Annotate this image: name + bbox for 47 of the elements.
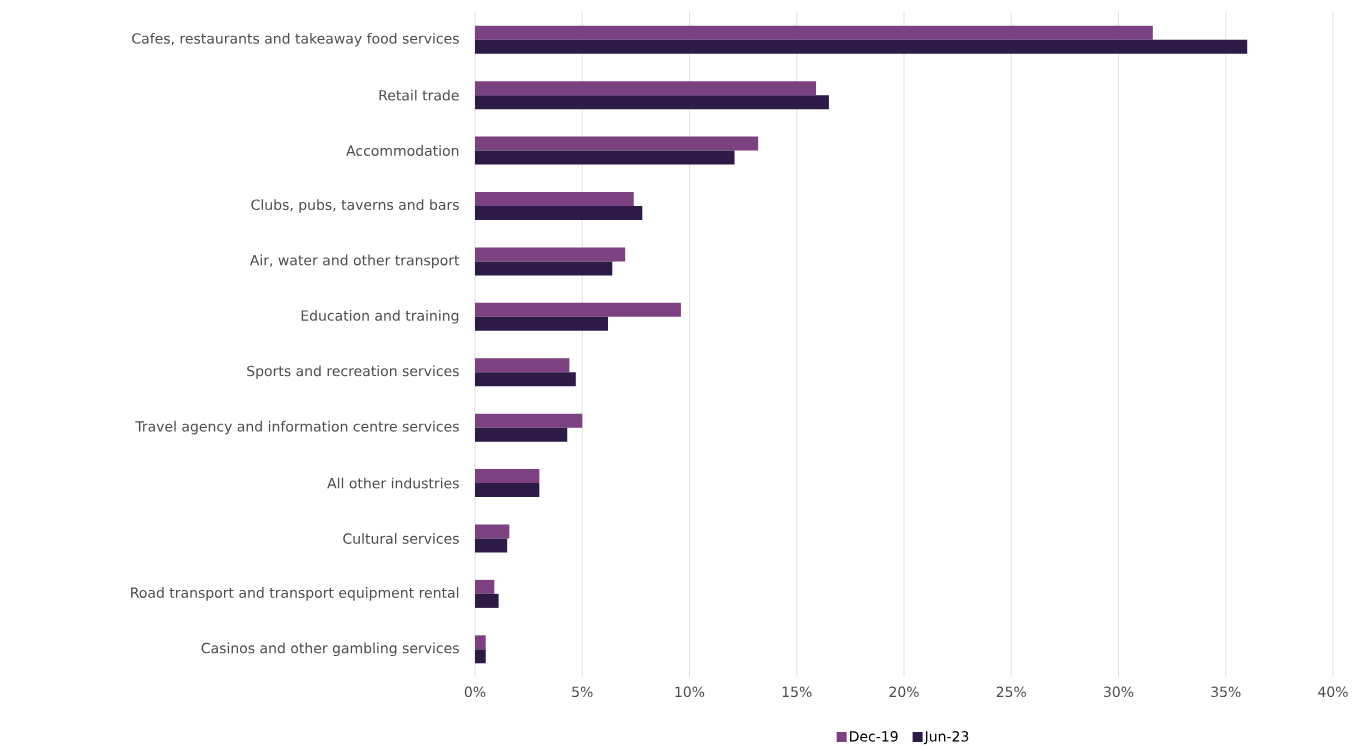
bar xyxy=(475,649,486,664)
bar xyxy=(475,358,570,373)
bar xyxy=(475,191,634,206)
y-tick-label: Cafes, restaurants and takeaway food services xyxy=(132,32,459,47)
bar xyxy=(475,316,608,331)
y-tick-label: Accommodation xyxy=(346,145,459,156)
bar xyxy=(475,136,759,151)
x-tick-label: 25% xyxy=(996,686,1027,698)
y-tick-label: Casinos and other gambling services xyxy=(201,642,459,657)
bar xyxy=(475,302,681,317)
bar xyxy=(475,261,613,276)
bar xyxy=(475,538,508,553)
y-tick-label: Road transport and transport equipment rental xyxy=(131,587,459,601)
bar xyxy=(475,524,510,539)
bar xyxy=(475,247,626,262)
bar xyxy=(475,593,499,608)
x-tick-label: 20% xyxy=(889,686,919,698)
bar xyxy=(475,205,643,220)
y-tick-label: Retail trade xyxy=(379,89,459,101)
x-tick-label: 35% xyxy=(1211,686,1241,698)
y-tick-label: Travel agency and information centre services xyxy=(135,420,459,435)
y-tick-label: Sports and recreation services xyxy=(247,365,459,379)
x-tick-label: 30% xyxy=(1104,686,1134,698)
bar xyxy=(475,483,540,498)
x-tick-label: 0% xyxy=(464,686,486,698)
bar xyxy=(475,427,568,442)
bar xyxy=(475,469,540,484)
bar xyxy=(475,25,1153,40)
bar xyxy=(475,150,735,165)
y-tick-label: Clubs, pubs, taverns and bars xyxy=(251,199,459,213)
legend-label: Jun-23 xyxy=(923,731,969,745)
x-tick-label: 15% xyxy=(782,686,812,698)
bar xyxy=(475,81,817,96)
x-tick-label: 40% xyxy=(1318,686,1348,698)
y-tick-label: Cultural services xyxy=(343,533,459,544)
y-tick-label: Air, water and other transport xyxy=(249,254,460,269)
x-tick-label: 10% xyxy=(675,686,705,698)
y-tick-label: All other industries xyxy=(327,477,459,489)
x-tick-label: 5% xyxy=(572,686,593,698)
bar xyxy=(475,39,1248,54)
bar xyxy=(475,372,576,387)
bar xyxy=(475,579,495,594)
legend-label: Dec-19 xyxy=(850,731,898,742)
bar xyxy=(475,95,829,110)
bar xyxy=(475,635,486,650)
y-tick-label: Education and training xyxy=(301,310,459,324)
bar xyxy=(475,413,583,428)
